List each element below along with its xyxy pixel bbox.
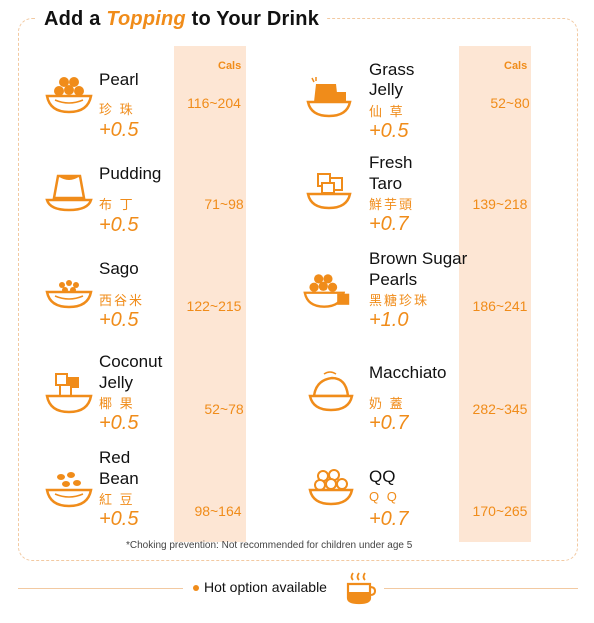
qq-bowl-icon bbox=[308, 469, 354, 506]
topping-name: Pearl bbox=[99, 70, 139, 89]
topping-chinese-name: 紅 豆 bbox=[99, 492, 135, 507]
brown-sugar-pearls-icon bbox=[303, 274, 350, 308]
bullet-dot bbox=[193, 585, 199, 591]
topping-name-line-2: Taro bbox=[369, 174, 403, 193]
topping-price: +0.7 bbox=[369, 213, 409, 235]
topping-calories: 98~164 bbox=[194, 503, 242, 519]
choking-note: *Choking prevention: Not recommended for… bbox=[126, 540, 413, 551]
pearl-bowl-icon bbox=[45, 77, 93, 114]
topping-name-line-2: Jelly bbox=[99, 373, 134, 392]
hot-option-label: Hot option available bbox=[204, 579, 327, 595]
topping-calories: 52~80 bbox=[490, 95, 530, 111]
topping-calories: 71~98 bbox=[204, 196, 244, 212]
topping-calories: 116~204 bbox=[187, 95, 241, 111]
topping-name: Brown Sugar bbox=[369, 249, 468, 268]
topping-name-line-2: Pearls bbox=[369, 270, 418, 289]
topping-calories: 282~345 bbox=[472, 401, 528, 417]
topping-name: Fresh bbox=[369, 153, 413, 172]
topping-calories: 122~215 bbox=[186, 298, 242, 314]
right-cals-header: Cals bbox=[504, 60, 528, 72]
topping-name: Sago bbox=[99, 259, 139, 278]
topping-name-line-2: Bean bbox=[99, 469, 139, 488]
topping-price: +0.7 bbox=[369, 412, 409, 434]
topping-price: +0.5 bbox=[369, 120, 409, 142]
topping-name: QQ bbox=[369, 467, 396, 486]
topping-price: +0.5 bbox=[99, 119, 139, 141]
topping-price: +1.0 bbox=[369, 309, 409, 331]
taro-bowl-icon bbox=[306, 173, 352, 210]
topping-name: Coconut bbox=[99, 352, 163, 371]
topping-chinese-name: 奶 蓋 bbox=[369, 396, 405, 411]
topping-chinese-name: Q Q bbox=[369, 489, 399, 504]
sago-bowl-icon bbox=[45, 280, 93, 309]
topping-name: Macchiato bbox=[369, 363, 447, 382]
topping-chinese-name: 布 丁 bbox=[99, 197, 135, 212]
red-bean-bowl-icon bbox=[45, 472, 93, 508]
title-accent: Topping bbox=[106, 8, 186, 30]
topping-chinese-name: 西谷米 bbox=[99, 293, 145, 308]
topping-calories: 186~241 bbox=[472, 298, 528, 314]
topping-chinese-name: 椰 果 bbox=[99, 396, 135, 411]
topping-chinese-name: 鮮芋頭 bbox=[369, 197, 415, 212]
topping-calories: 52~78 bbox=[204, 401, 244, 417]
pudding-icon bbox=[45, 174, 93, 212]
topping-price: +0.5 bbox=[99, 309, 139, 331]
topping-price: +0.7 bbox=[369, 508, 409, 530]
topping-name: Red bbox=[99, 448, 131, 467]
topping-name: Pudding bbox=[99, 164, 162, 183]
grass-jelly-icon bbox=[306, 77, 352, 118]
page-title: Add a Topping to Your Drink bbox=[36, 8, 328, 31]
topping-chinese-name: 珍 珠 bbox=[99, 102, 135, 117]
topping-name: Grass bbox=[369, 60, 415, 79]
topping-price: +0.5 bbox=[99, 214, 139, 236]
left-calories-column bbox=[174, 46, 246, 542]
hot-cup-icon bbox=[346, 572, 376, 605]
footer-divider-left bbox=[18, 588, 183, 589]
left-cals-header: Cals bbox=[218, 60, 242, 72]
topping-calories: 170~265 bbox=[472, 503, 528, 519]
macchiato-cream-icon bbox=[308, 371, 354, 412]
topping-price: +0.5 bbox=[99, 412, 139, 434]
topping-price: +0.5 bbox=[99, 508, 139, 530]
topping-chinese-name: 黑糖珍珠 bbox=[369, 293, 430, 308]
right-calories-column bbox=[459, 46, 531, 542]
topping-chinese-name: 仙 草 bbox=[369, 104, 405, 119]
coconut-jelly-icon bbox=[45, 373, 93, 414]
topping-name-line-2: Jelly bbox=[369, 80, 404, 99]
footer-divider-right bbox=[384, 588, 578, 589]
topping-calories: 139~218 bbox=[472, 196, 528, 212]
